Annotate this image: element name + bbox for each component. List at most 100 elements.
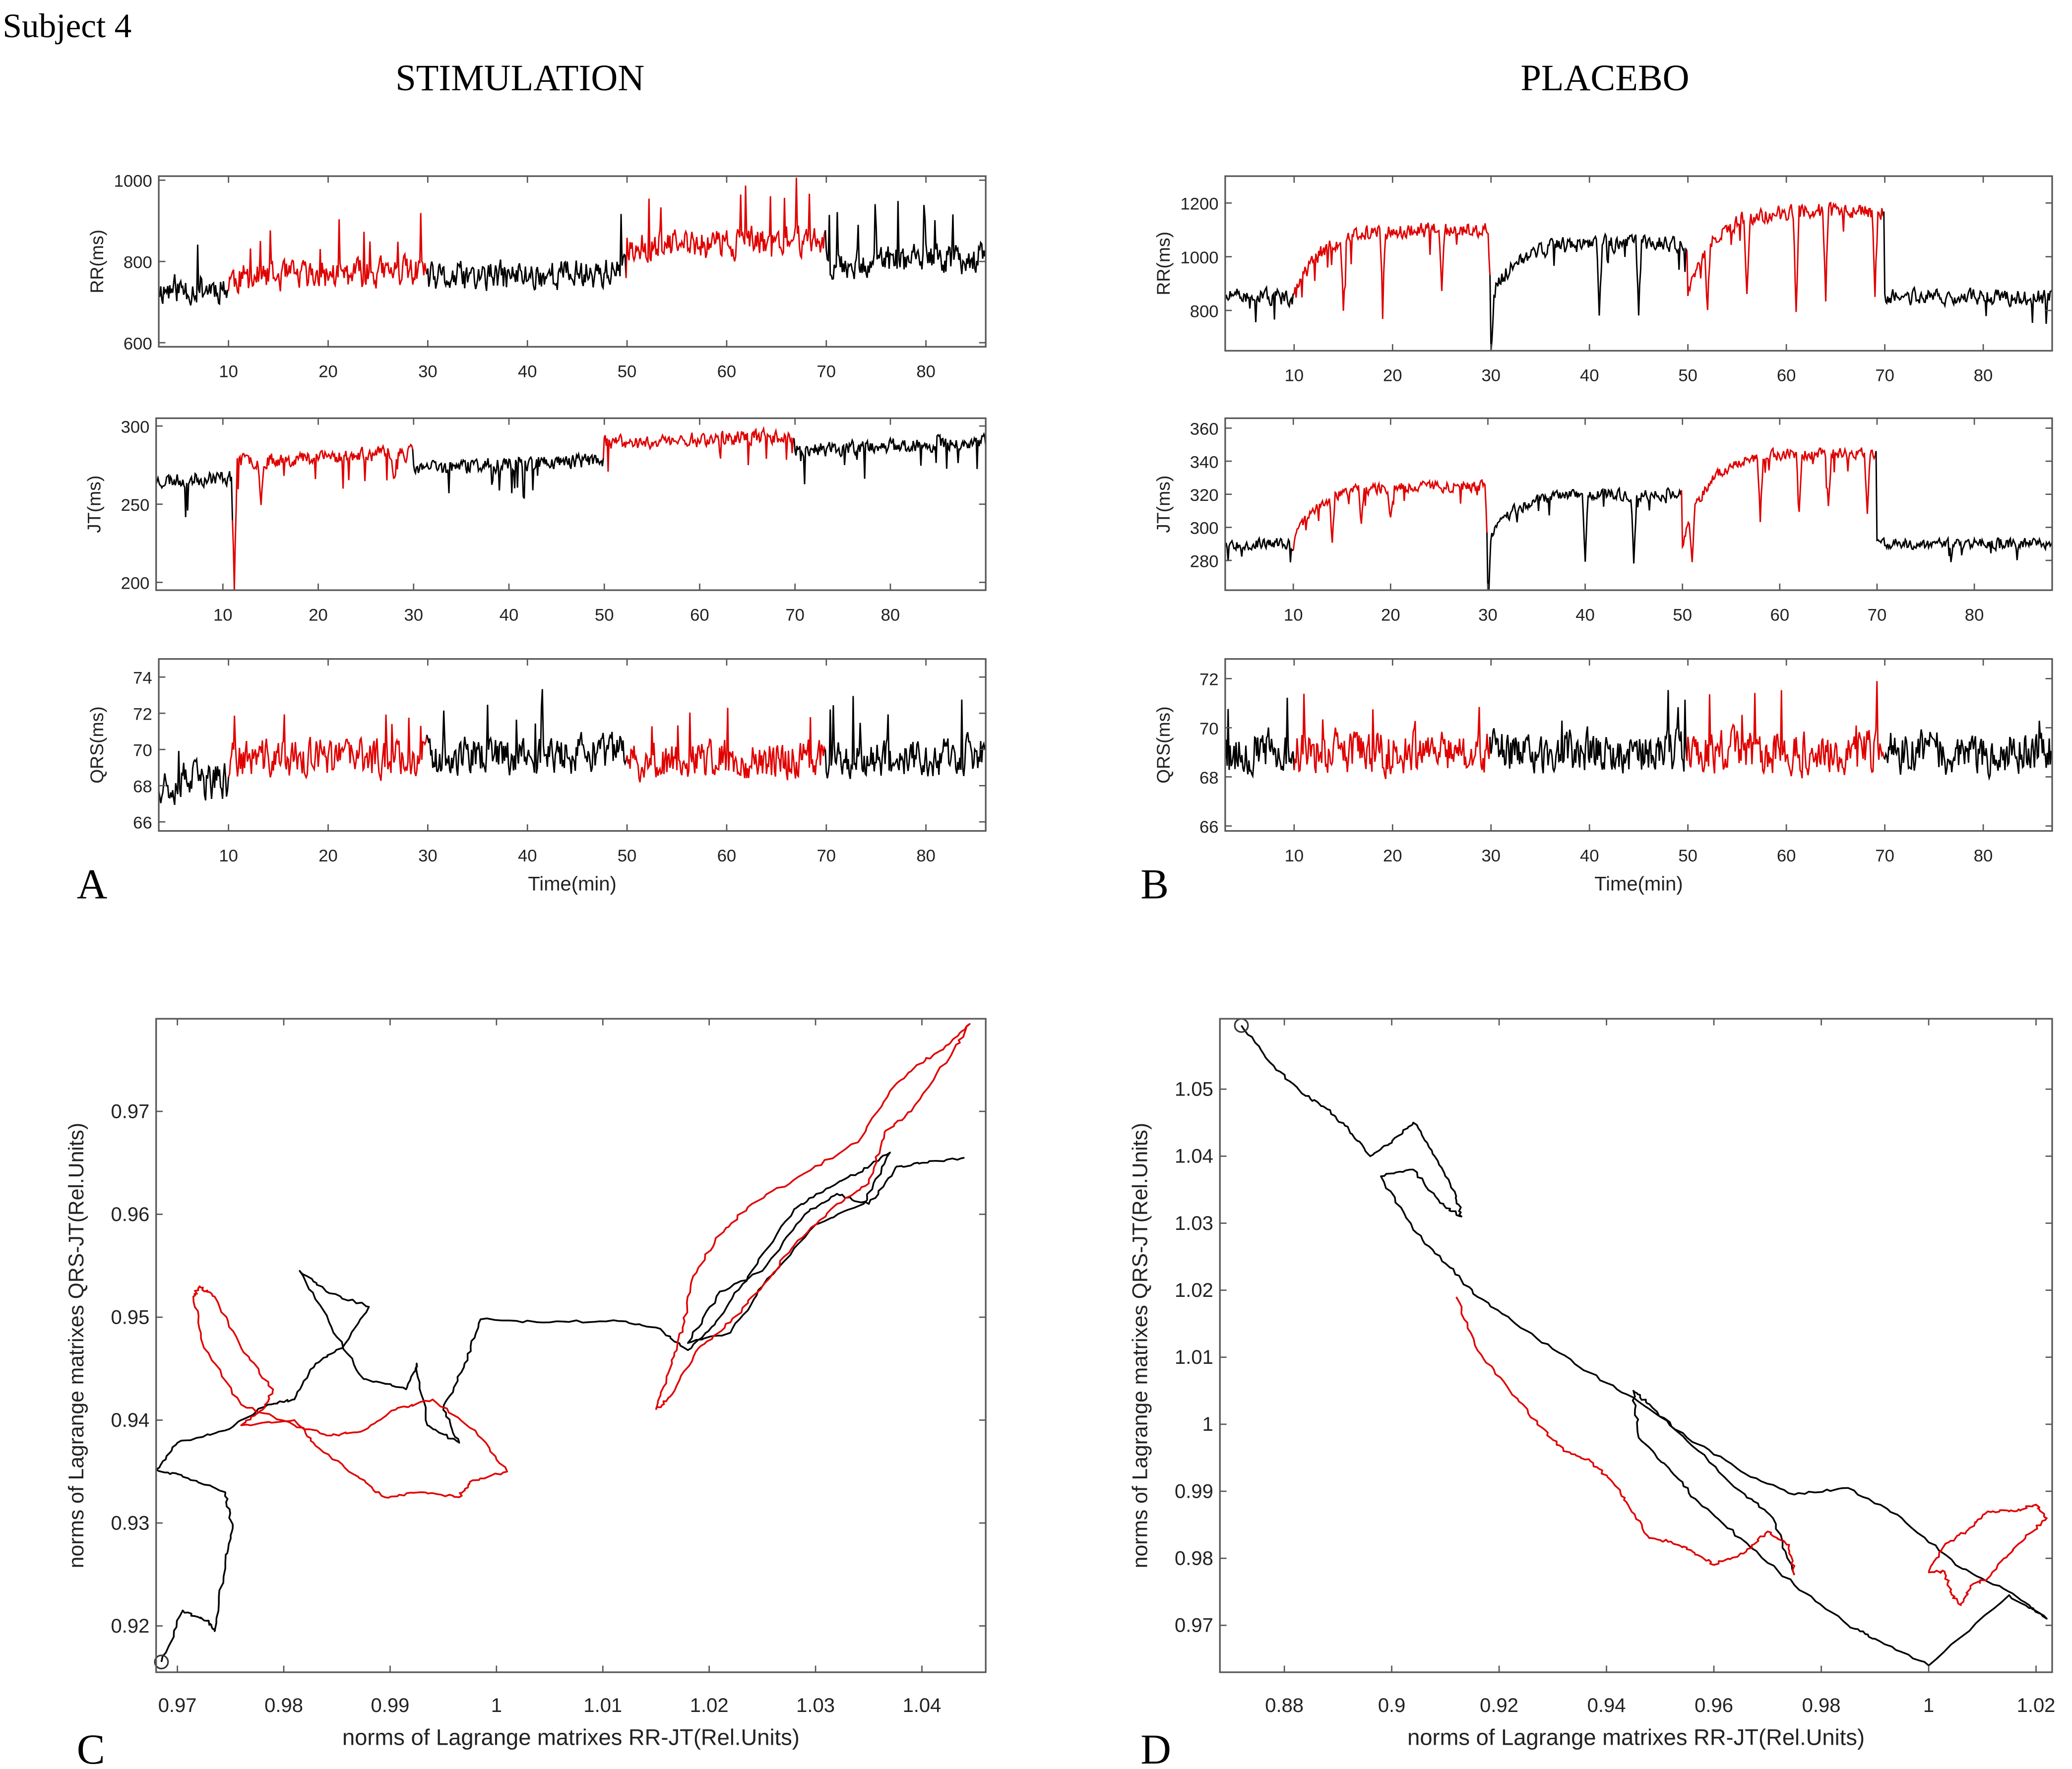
y-tick-label: 1200 <box>1180 195 1218 214</box>
start-marker <box>1234 1018 1249 1033</box>
x-tick-label: 30 <box>1481 847 1501 865</box>
series-segment-4-baseline <box>1883 721 2053 781</box>
y-tick-label: 1.02 <box>1175 1280 1213 1301</box>
y-tick-label: 70 <box>1199 720 1219 738</box>
trajectory-phase2 <box>655 1023 971 1410</box>
x-tick-label: 20 <box>1383 366 1402 385</box>
x-tick-label: 60 <box>1777 847 1796 865</box>
series-segment-0-baseline <box>1224 285 1295 322</box>
x-tick-label: 60 <box>717 847 737 865</box>
chart-A-RR: 10 20 30 40 50 60 70 80 600 800 1000 RR(ms) <box>86 172 987 381</box>
series-segment-4-baseline <box>824 696 987 779</box>
y-tick-label: 0.97 <box>111 1100 150 1122</box>
y-tick-label: 72 <box>1199 671 1219 689</box>
x-tick-label: 70 <box>1875 366 1894 385</box>
x-axis-label: norms of Lagrange matrixes RR-JT(Rel.Uni… <box>342 1725 800 1750</box>
x-tick-label: 0.96 <box>1695 1695 1733 1716</box>
chart-B-RR: 10 20 30 40 50 60 70 80 800 1000 1200 RR(ms) <box>1153 175 2053 385</box>
y-tick-label: 0.95 <box>111 1306 150 1328</box>
y-tick-label: 600 <box>124 334 152 353</box>
x-tick-label: 80 <box>1965 606 1984 624</box>
trajectory-phase2 <box>1928 1504 2048 1606</box>
x-tick-label: 40 <box>1580 366 1599 385</box>
series-segment-3-phase <box>1681 446 1877 562</box>
y-axis-label: RR(ms) <box>1153 232 1174 296</box>
x-tick-label: 50 <box>618 363 637 381</box>
x-tick-label: 80 <box>1974 366 1993 385</box>
x-tick-label: 50 <box>1678 366 1697 385</box>
panel-letter-c: C <box>77 1726 105 1769</box>
x-tick-label: 0.99 <box>371 1695 410 1716</box>
y-tick-label: 0.96 <box>111 1204 150 1225</box>
y-tick-label: 360 <box>1190 420 1219 439</box>
x-tick-label: 1 <box>491 1695 502 1716</box>
y-axis-label: RR(ms) <box>86 230 107 294</box>
y-tick-label: 320 <box>1190 486 1219 505</box>
y-axis-label: norms of Lagrange matrixes QRS-JT(Rel.Un… <box>64 1123 88 1568</box>
y-tick-label: 66 <box>133 814 152 833</box>
y-tick-label: 72 <box>133 705 152 724</box>
y-tick-label: 74 <box>133 669 152 688</box>
series-segment-3-phase <box>1686 201 1885 312</box>
series-segment-2-baseline <box>426 214 627 291</box>
axes-frame <box>1224 417 2053 591</box>
y-tick-label: 1.03 <box>1175 1213 1213 1234</box>
series-segment-0-baseline <box>1224 536 1294 562</box>
x-tick-label: 1.03 <box>796 1695 835 1716</box>
y-tick-label: 68 <box>133 778 152 796</box>
x-tick-label: 1 <box>1923 1695 1934 1716</box>
y-tick-label: 0.97 <box>1175 1615 1213 1637</box>
y-tick-label: 0.98 <box>1175 1547 1213 1569</box>
x-tick-label: 40 <box>518 847 537 865</box>
x-tick-label: 80 <box>916 847 936 865</box>
series-segment-4-baseline <box>1883 211 2053 324</box>
y-tick-label: 200 <box>121 574 150 593</box>
x-tick-label: 50 <box>595 606 614 624</box>
plots-layer: 10 20 30 40 50 60 70 80 600 800 1000 RR(ms) 10 20 30 40… <box>64 172 2055 1750</box>
series-segment-4-baseline <box>793 432 987 485</box>
y-axis-label: norms of Lagrange matrixes QRS-JT(Rel.Un… <box>1129 1123 1152 1568</box>
x-axis-label: norms of Lagrange matrixes RR-JT(Rel.Uni… <box>1407 1725 1865 1750</box>
x-tick-label: 60 <box>1777 366 1796 385</box>
column-title-placebo: PLACEBO <box>1520 58 1689 99</box>
series-segment-2-baseline <box>1489 232 1688 351</box>
x-tick-label: 10 <box>219 363 238 381</box>
y-tick-label: 1.04 <box>1175 1146 1213 1167</box>
y-tick-label: 0.93 <box>111 1512 150 1534</box>
x-tick-label: 20 <box>318 847 338 865</box>
y-tick-label: 300 <box>121 418 150 436</box>
x-tick-label: 30 <box>404 606 423 624</box>
chart-A-JT: 10 20 30 40 50 60 70 80 200 250 300 JT(ms) <box>84 417 987 624</box>
column-title-stimulation: STIMULATION <box>395 58 644 99</box>
series-segment-2-baseline <box>426 689 627 776</box>
y-tick-label: 68 <box>1199 769 1219 788</box>
axes-frame <box>1224 175 2053 352</box>
y-tick-label: 1.01 <box>1175 1346 1213 1368</box>
x-tick-label: 80 <box>916 363 936 381</box>
x-tick-label: 70 <box>816 847 836 865</box>
y-tick-label: 66 <box>1199 818 1219 837</box>
y-tick-label: 300 <box>1190 519 1219 538</box>
y-tick-label: 280 <box>1190 552 1219 571</box>
y-tick-label: 1000 <box>1180 248 1218 267</box>
x-tick-label: 10 <box>219 847 238 865</box>
x-tick-label: 20 <box>318 363 338 381</box>
y-axis-label: QRS(ms) <box>1153 706 1174 784</box>
subject-label: Subject 4 <box>2 6 131 45</box>
x-tick-label: 60 <box>1770 606 1790 624</box>
x-tick-label: 1.02 <box>690 1695 729 1716</box>
x-tick-label: 60 <box>690 606 709 624</box>
x-tick-label: 0.98 <box>264 1695 303 1716</box>
x-tick-label: 80 <box>1974 847 1993 865</box>
x-tick-label: 50 <box>618 847 637 865</box>
y-tick-label: 1000 <box>114 172 152 191</box>
axes-frame <box>158 658 987 832</box>
x-tick-label: 10 <box>1285 366 1304 385</box>
y-tick-label: 800 <box>1190 302 1219 321</box>
panel-letter-d: D <box>1140 1726 1171 1769</box>
x-tick-label: 30 <box>1481 366 1501 385</box>
series-segment-4-baseline <box>824 201 987 280</box>
series-segment-2-baseline <box>412 449 604 499</box>
x-tick-label: 40 <box>1575 606 1595 624</box>
